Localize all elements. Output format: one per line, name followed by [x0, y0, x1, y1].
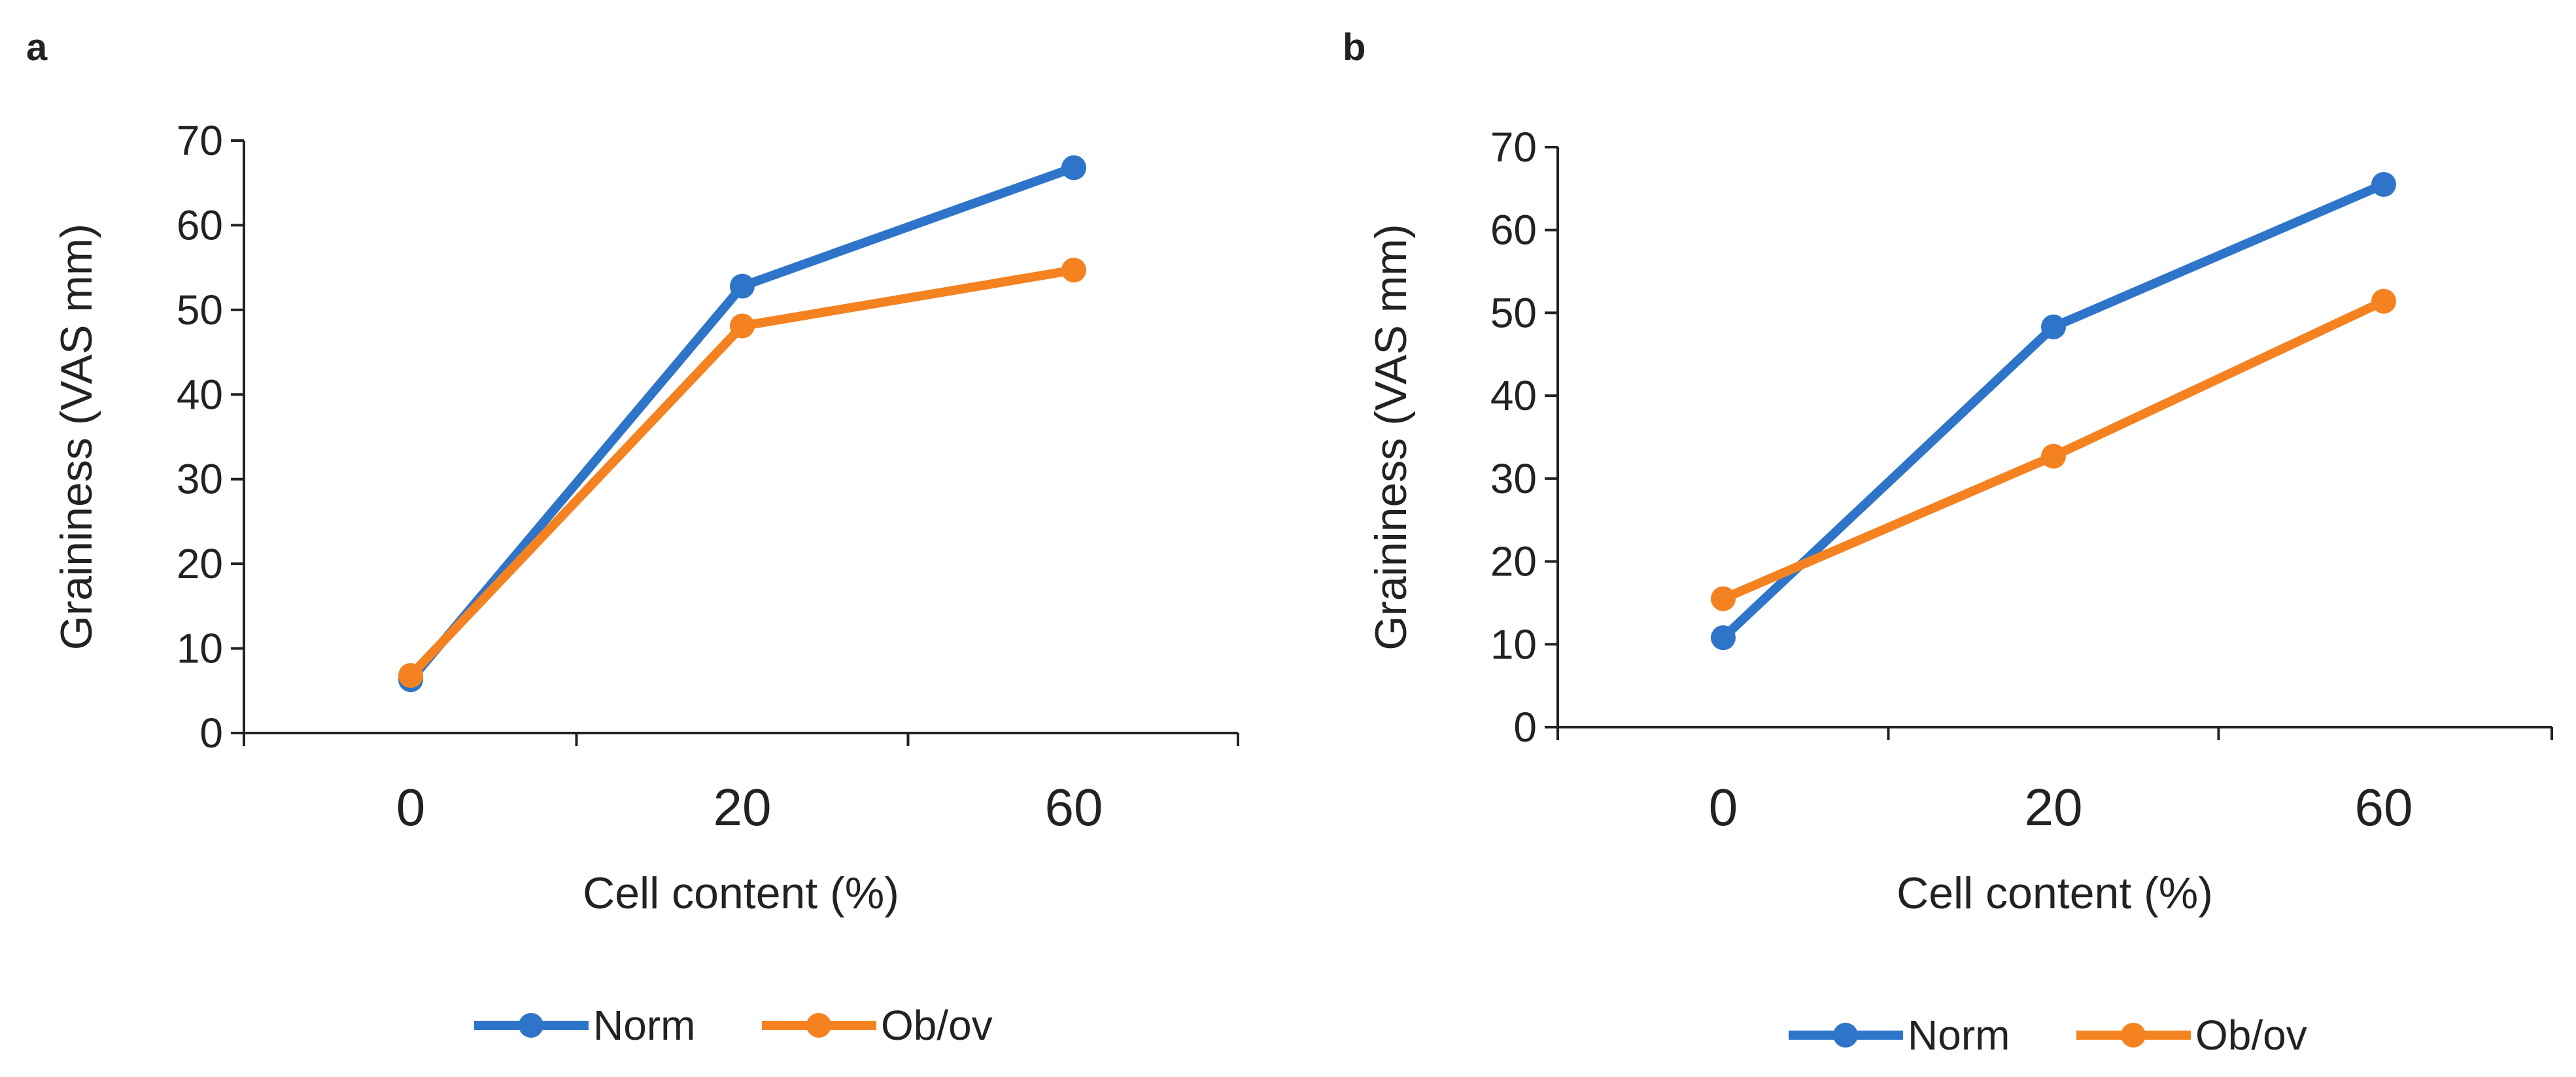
y-tick-label: 30: [1490, 455, 1537, 502]
x-tick-label: 20: [2025, 778, 2083, 836]
legend-label-ob-ov: Ob/ov: [881, 1002, 993, 1049]
x-tick-label: 20: [713, 778, 772, 836]
series-line-norm: [406, 163, 1078, 685]
y-tick-label: 10: [1490, 621, 1537, 668]
legend-marker-norm: [519, 1013, 543, 1038]
data-point-norm: [1061, 155, 1086, 180]
x-tick-label: 0: [396, 778, 426, 836]
data-point-ob-ov: [398, 662, 423, 688]
y-tick-label: 40: [177, 371, 223, 418]
y-tick-label: 50: [177, 286, 223, 333]
x-tick-label: 60: [2355, 778, 2413, 836]
data-point-ob-ov: [2371, 288, 2396, 314]
data-point-norm: [1711, 625, 1736, 651]
series-line-norm: [1719, 180, 2388, 643]
data-point-ob-ov: [1061, 258, 1086, 283]
legend-label-norm: Norm: [1908, 1012, 2010, 1059]
data-point-norm: [2041, 314, 2066, 339]
y-axis-title: Graininess (VAS mm): [52, 224, 101, 650]
legend-marker-norm: [1833, 1023, 1858, 1048]
y-tick-label: 40: [1490, 372, 1537, 419]
x-axis-title: Cell content (%): [1897, 868, 2213, 918]
y-tick-label: 50: [1490, 289, 1537, 336]
y-tick-label: 30: [177, 456, 223, 503]
y-axis-title: Graininess (VAS mm): [1366, 224, 1416, 650]
y-tick-label: 60: [1490, 207, 1537, 254]
y-tick-label: 70: [177, 117, 223, 164]
legend-label-norm: Norm: [593, 1002, 695, 1049]
panel-label: b: [1343, 26, 1365, 69]
chart-panel-a: a 0 10 20 30 40 50 60 70 0 20 60 Cell content (%) Gra…: [26, 26, 1239, 1049]
y-tick-label: 20: [1490, 538, 1537, 585]
x-tick-label: 60: [1045, 778, 1103, 836]
chart-panel-b: b 0 10 20 30 40 50 60 70 0 20 60 Cell content (%) Gra…: [1343, 26, 2553, 1059]
x-axis-title: Cell content (%): [583, 868, 899, 918]
legend-marker-ob-ov: [806, 1013, 831, 1038]
panel-label: a: [26, 26, 48, 69]
data-point-norm: [2371, 172, 2396, 197]
y-tick-label: 10: [177, 625, 223, 672]
y-tick-label: 0: [199, 709, 223, 757]
data-point-ob-ov: [1711, 586, 1736, 611]
data-point-norm: [730, 273, 755, 299]
y-tick-label: 20: [177, 540, 223, 587]
y-tick-label: 70: [1490, 124, 1537, 171]
data-point-ob-ov: [730, 313, 755, 339]
y-tick-label: 0: [1513, 704, 1537, 751]
y-tick-label: 60: [177, 201, 223, 248]
legend-marker-ob-ov: [2121, 1023, 2146, 1048]
data-point-ob-ov: [2041, 443, 2066, 469]
x-tick-label: 0: [1709, 778, 1738, 836]
legend-label-ob-ov: Ob/ov: [2195, 1012, 2307, 1059]
